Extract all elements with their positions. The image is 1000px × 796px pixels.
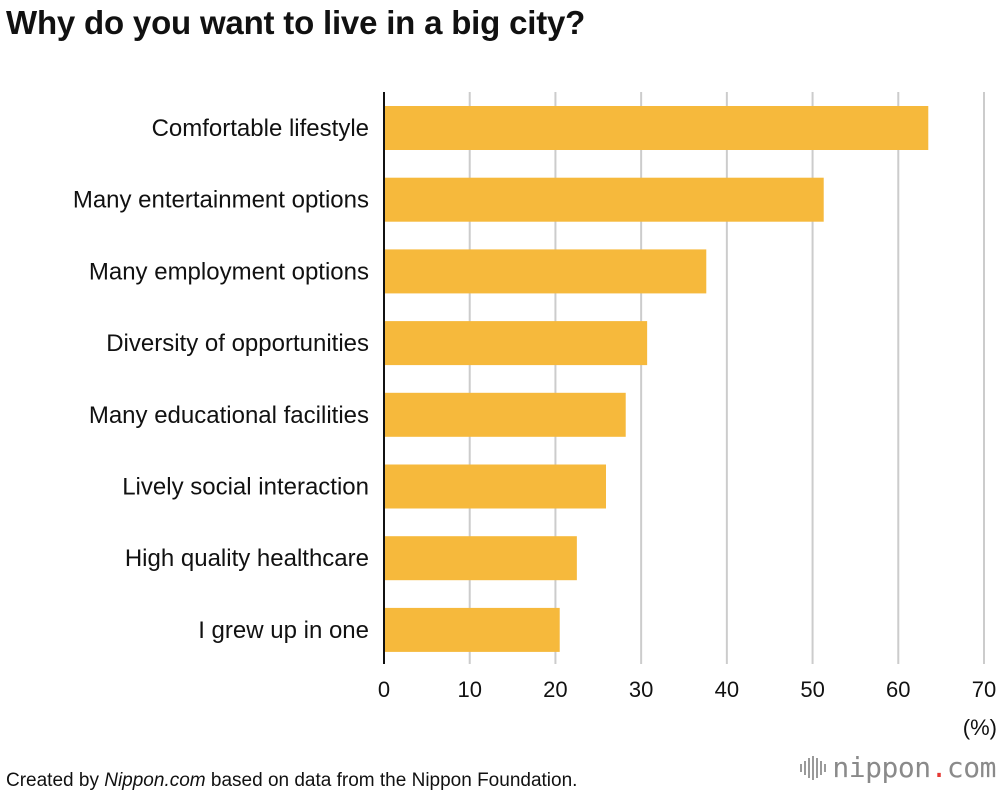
- bar: [384, 392, 626, 437]
- category-label: Many employment options: [89, 258, 369, 285]
- category-label: Lively social interaction: [122, 474, 369, 501]
- x-tick-label: 50: [800, 677, 824, 702]
- x-axis-unit-label: (%): [963, 715, 997, 740]
- logo-dot: .: [930, 751, 948, 784]
- category-label: Diversity of opportunities: [106, 330, 369, 357]
- footer-suffix: based on data from the Nippon Foundation…: [205, 770, 578, 791]
- x-tick-label: 10: [457, 677, 481, 702]
- category-label: Many entertainment options: [73, 187, 369, 214]
- x-tick-label: 0: [378, 677, 390, 702]
- x-tick-label: 20: [543, 677, 567, 702]
- source-footer: Created by Nippon.com based on data from…: [6, 770, 577, 792]
- bar: [384, 464, 606, 509]
- x-tick-label: 60: [886, 677, 910, 702]
- bar: [384, 106, 929, 150]
- chart-title: Why do you want to live in a big city?: [6, 4, 586, 41]
- category-label: I grew up in one: [198, 617, 369, 644]
- footer-site-name: Nippon.com: [104, 770, 206, 791]
- category-label: High quality healthcare: [125, 545, 369, 572]
- footer-prefix: Created by: [6, 770, 105, 791]
- bar: [384, 249, 707, 294]
- bar: [384, 321, 648, 366]
- bar: [384, 177, 824, 222]
- bar: [384, 607, 560, 652]
- x-tick-label: 40: [715, 677, 739, 702]
- category-label: Comfortable lifestyle: [152, 115, 369, 142]
- bar: [384, 536, 577, 581]
- nippon-com-logo: nippon.com: [800, 751, 997, 784]
- logo-name: nippon: [832, 751, 931, 784]
- logo-wordmark: nippon.com: [832, 751, 996, 784]
- x-tick-label: 70: [972, 677, 996, 702]
- category-label: Many educational facilities: [89, 402, 369, 429]
- x-tick-label: 30: [629, 677, 653, 702]
- logo-bars-icon: [800, 755, 827, 780]
- logo-tld: com: [946, 751, 997, 784]
